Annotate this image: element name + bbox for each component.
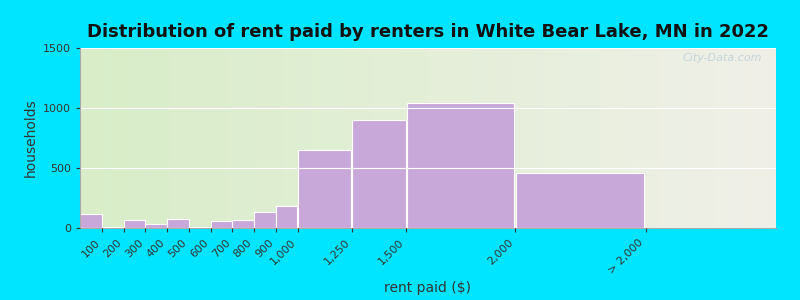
- Text: City-Data.com: City-Data.com: [682, 53, 762, 63]
- Bar: [276, 206, 298, 228]
- Bar: [124, 220, 145, 228]
- Bar: [102, 227, 123, 228]
- Bar: [233, 220, 254, 228]
- Bar: [407, 103, 514, 228]
- Title: Distribution of rent paid by renters in White Bear Lake, MN in 2022: Distribution of rent paid by renters in …: [87, 23, 769, 41]
- Y-axis label: households: households: [23, 99, 38, 177]
- Bar: [167, 219, 189, 228]
- Bar: [516, 173, 644, 228]
- X-axis label: rent paid ($): rent paid ($): [385, 281, 471, 295]
- Bar: [210, 221, 232, 228]
- Bar: [254, 212, 275, 228]
- Bar: [189, 227, 210, 228]
- Bar: [353, 120, 406, 228]
- Bar: [80, 214, 102, 228]
- Bar: [146, 224, 166, 228]
- Bar: [298, 150, 351, 228]
